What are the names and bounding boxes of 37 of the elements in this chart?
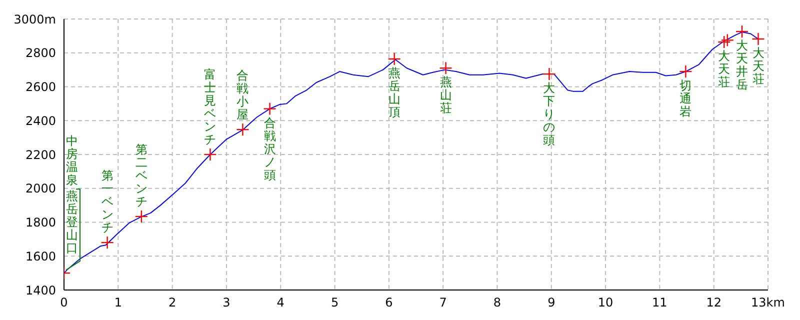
y-tick-label: 1800 (25, 216, 56, 230)
x-tick-label: 12 (706, 296, 722, 310)
annotation: 合戦沢ノ頭 (264, 116, 276, 182)
y-tick-label: 1400 (25, 283, 56, 298)
y-tick-label: 2200 (25, 148, 56, 162)
annotation: 第一ベンチ (101, 168, 114, 235)
annotation: 合戦小屋 (236, 68, 249, 122)
x-tick-label: 6 (385, 296, 393, 310)
x-tick-label: 1 (114, 296, 122, 310)
y-tick-label: 2800 (25, 46, 56, 60)
annotation: 大下りの頭 (543, 81, 556, 148)
x-tick-label: 7 (439, 296, 447, 310)
annotation: 大天荘 (718, 49, 730, 90)
x-tick-label: 3 (222, 296, 230, 310)
annotation: 燕岳登山口 (66, 189, 78, 256)
x-tick-label: 4 (276, 296, 284, 310)
annotation: 中房温泉 (66, 134, 78, 188)
x-tick-label: 13km (751, 296, 785, 310)
y-tick-label: 1600 (25, 249, 56, 264)
annotation: 燕山荘 (440, 75, 452, 116)
x-tick-label: 11 (652, 296, 668, 310)
x-tick-label: 10 (598, 296, 614, 310)
annotation: 切通岩 (680, 78, 692, 119)
y-tick-label: 2600 (25, 80, 56, 94)
x-tick-label: 2 (168, 296, 176, 310)
y-tick-label: 3000m (14, 12, 56, 26)
annotation: 大天井岳 (736, 38, 748, 92)
annotation: 第二ベンチ (135, 142, 148, 208)
x-tick-label: 5 (330, 296, 339, 310)
annotation: 燕岳山頂 (388, 66, 400, 119)
x-tick-label: 8 (493, 296, 502, 310)
y-tick-label: 2400 (25, 114, 56, 128)
y-tick-label: 2000 (25, 182, 56, 196)
x-tick-label: 0 (60, 296, 68, 310)
annotation: 富士見ベンチ (204, 68, 216, 146)
x-tick-label: 9 (548, 296, 556, 310)
annotation: 大天荘 (752, 46, 764, 86)
